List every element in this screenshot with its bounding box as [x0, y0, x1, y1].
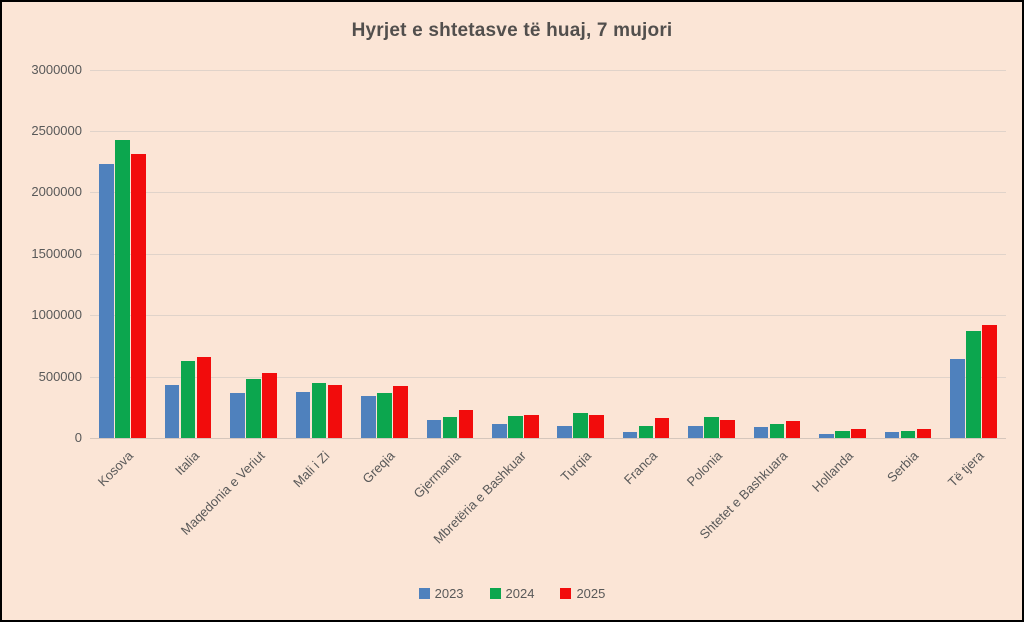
bar-2024-serbia [900, 431, 916, 438]
bar-2025-shtetet-e-bashkuara [785, 421, 801, 438]
x-tick-label-turqia: Turqia [557, 448, 595, 485]
bar-2023-polonia [688, 425, 703, 438]
bar-2023-italia [164, 385, 180, 438]
bar-2024-gjermania [442, 416, 458, 438]
gridline [90, 192, 1006, 194]
bar-2023-serbia [884, 431, 900, 438]
bar-2024-hollanda [835, 430, 850, 438]
x-tick-label-franca: Franca [620, 448, 660, 488]
bar-2024-maqedonia-e-veriut [246, 379, 261, 438]
legend-swatch-2024 [489, 588, 501, 599]
y-tick-label: 3000000 [31, 61, 82, 77]
legend-item-2025: 2025 [560, 586, 605, 601]
y-tick-label: 1500000 [31, 245, 82, 261]
bar-2025-franca [654, 418, 670, 438]
bar-2024-turqia [573, 413, 588, 438]
bar-2025-serbia [916, 429, 932, 438]
x-tick-label-t-tjera: Të tjera [945, 448, 987, 490]
x-tick-label-gjermania: Gjermania [410, 448, 464, 502]
bar-2024-mali-i-zi [311, 383, 327, 438]
legend-label-2024: 2024 [505, 586, 535, 601]
x-axis-line [90, 438, 1006, 439]
bar-2023-t-tjera [950, 359, 965, 438]
bar-2023-turqia [557, 425, 572, 438]
legend-label-2025: 2025 [576, 586, 606, 601]
x-tick-label-hollanda: Hollanda [809, 448, 857, 495]
chart-title: Hyrjet e shtetasve të huaj, 7 mujori [351, 20, 673, 41]
bar-2023-mbret-ria-e-bashkuar [492, 424, 507, 438]
bar-2025-mbret-ria-e-bashkuar [524, 414, 539, 438]
gridline [90, 130, 1006, 132]
gridline [90, 69, 1006, 71]
bar-2025-polonia [720, 419, 735, 438]
bar-2023-shtetet-e-bashkuara [753, 426, 769, 438]
legend-swatch-2023 [418, 588, 430, 599]
legend-item-2023: 2023 [418, 586, 464, 601]
bar-2024-polonia [704, 416, 719, 438]
legend-item-2024: 2024 [489, 586, 535, 601]
y-tick-label: 500000 [38, 368, 82, 384]
x-tick-label-kosova: Kosova [95, 448, 137, 490]
bar-2024-greqia [377, 393, 392, 438]
legend-swatch-2025 [560, 588, 572, 599]
bar-2025-mali-i-zi [327, 384, 343, 438]
bar-2025-turqia [589, 415, 604, 438]
x-tick-label-serbia: Serbia [884, 448, 922, 486]
x-tick-label-italia: Italia [171, 448, 202, 479]
bar-2023-franca [622, 431, 638, 438]
gridline [90, 315, 1006, 317]
bar-2025-hollanda [851, 428, 866, 438]
bar-2023-greqia [361, 396, 376, 438]
bar-2024-mbret-ria-e-bashkuar [508, 415, 523, 438]
gridline [90, 376, 1006, 378]
x-tick-label-mali-i-zi: Mali i Zi [290, 448, 333, 491]
bar-2023-maqedonia-e-veriut [230, 393, 245, 438]
x-tick-label-polonia: Polonia [683, 448, 726, 490]
bar-2024-shtetet-e-bashkuara [769, 423, 785, 438]
legend: 2023 2024 2025 [2, 586, 1022, 601]
y-tick-label: 0 [74, 430, 82, 445]
bar-2025-gjermania [458, 409, 474, 438]
x-tick-label-greqia: Greqia [359, 448, 399, 487]
bar-2025-t-tjera [982, 324, 997, 438]
y-tick-label: 1000000 [31, 307, 82, 323]
gridline [90, 253, 1006, 255]
bar-2025-greqia [393, 386, 408, 438]
bar-2025-kosova [131, 154, 146, 438]
bar-2024-kosova [115, 139, 130, 438]
bar-2025-italia [196, 356, 212, 438]
bar-2023-hollanda [819, 434, 834, 438]
y-tick-label: 2000000 [31, 184, 82, 200]
bar-2025-maqedonia-e-veriut [262, 372, 277, 438]
bar-2024-italia [180, 360, 196, 438]
bar-2023-mali-i-zi [295, 391, 311, 438]
bar-2023-gjermania [426, 419, 442, 438]
bar-2024-t-tjera [966, 331, 981, 438]
bar-2023-kosova [99, 164, 114, 438]
y-tick-label: 2500000 [31, 122, 82, 138]
bar-2024-franca [638, 425, 654, 438]
legend-label-2023: 2023 [434, 586, 464, 601]
